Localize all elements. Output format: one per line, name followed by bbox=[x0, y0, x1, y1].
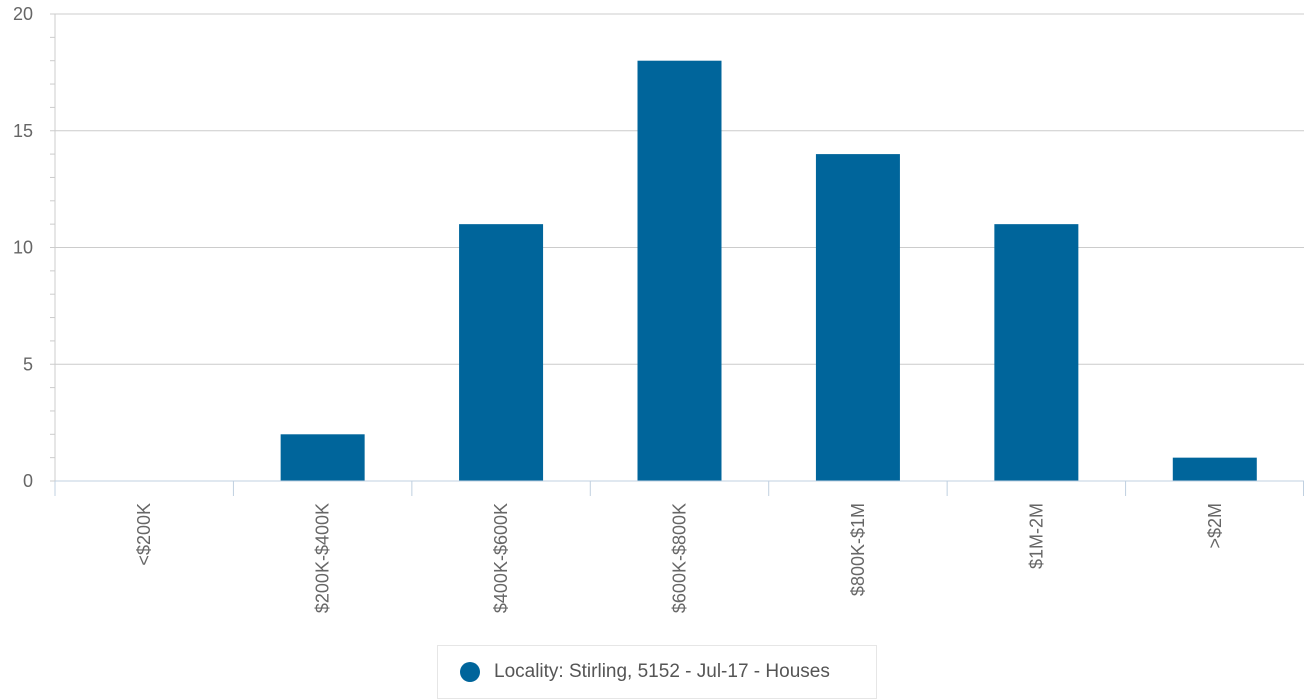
bar[interactable] bbox=[280, 434, 365, 481]
y-tick-label: 15 bbox=[13, 121, 33, 141]
legend-label: Locality: Stirling, 5152 - Jul-17 - Hous… bbox=[494, 661, 830, 682]
x-tick-label: <$200K bbox=[134, 503, 154, 566]
y-axis-ticks: 0 5 10 15 20 bbox=[13, 4, 56, 491]
bars bbox=[280, 60, 1257, 481]
y-tick-label: 10 bbox=[13, 238, 33, 258]
x-tick-label: $1M-2M bbox=[1026, 503, 1046, 569]
bar[interactable] bbox=[994, 224, 1079, 481]
y-tick-label: 5 bbox=[23, 354, 33, 374]
x-tick-label: $400K-$600K bbox=[491, 503, 511, 613]
x-axis-labels: <$200K $200K-$400K $400K-$600K $600K-$800K $… bbox=[134, 503, 1225, 613]
legend[interactable]: Locality: Stirling, 5152 - Jul-17 - Hous… bbox=[437, 645, 877, 699]
bar[interactable] bbox=[815, 154, 900, 481]
y-tick-label: 0 bbox=[23, 471, 33, 491]
bar[interactable] bbox=[1172, 457, 1257, 481]
bar[interactable] bbox=[459, 224, 544, 481]
x-axis bbox=[54, 480, 1304, 496]
x-tick-label: $200K-$400K bbox=[313, 503, 333, 613]
x-tick-label: $800K-$1M bbox=[848, 503, 868, 596]
bar[interactable] bbox=[637, 60, 722, 481]
x-tick-label: $600K-$800K bbox=[670, 503, 690, 613]
legend-swatch-icon bbox=[460, 662, 480, 682]
x-tick-label: >$2M bbox=[1205, 503, 1225, 549]
y-tick-label: 20 bbox=[13, 4, 33, 24]
